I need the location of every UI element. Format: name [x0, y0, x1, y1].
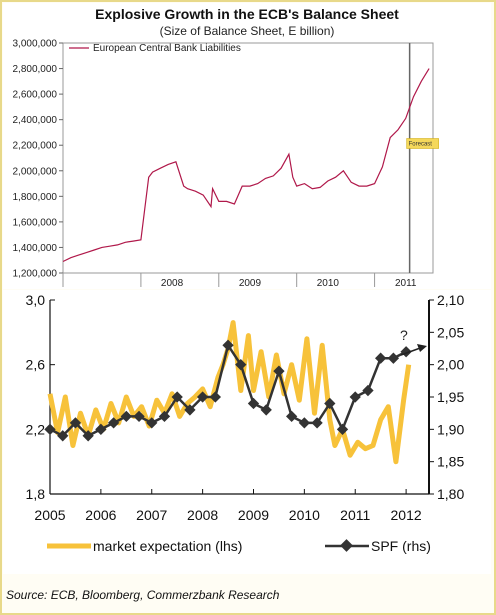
question-arrow-head — [417, 344, 427, 352]
spf-point — [298, 417, 311, 429]
top-legend-label: European Central Bank Liabilities — [93, 43, 241, 54]
top-y-tick-label: 2,200,000 — [13, 141, 58, 152]
left-y-tick-label: 1,8 — [26, 486, 46, 502]
ecb-liabilities-line — [62, 68, 430, 263]
x-tick-label: 2012 — [391, 507, 422, 523]
top-x-tick-label: 2008 — [161, 278, 184, 289]
right-y-tick-label: 1,90 — [437, 421, 464, 437]
legend-market-label: market expectation (lhs) — [93, 538, 242, 554]
x-tick-label: 2007 — [136, 507, 167, 523]
left-y-tick-label: 3,0 — [26, 292, 46, 308]
top-y-tick-label: 2,800,000 — [13, 64, 58, 75]
legend-spf-marker — [340, 539, 353, 552]
source-caption: Source: ECB, Bloomberg, Commerzbank Rese… — [6, 588, 280, 602]
top-y-axis: 1,200,000 1,400,000 1,600,000 1,800,000 2,00… — [13, 39, 63, 280]
top-y-tick-label: 1,800,000 — [13, 192, 58, 203]
right-y-tick-label: 1,95 — [437, 389, 464, 405]
top-x-axis: 2008 2009 2010 2011 — [62, 273, 417, 289]
spf-point — [387, 352, 400, 364]
spf-point — [336, 423, 349, 435]
x-tick-label: 2005 — [34, 507, 65, 523]
spf-point — [57, 430, 69, 442]
spf-point — [311, 417, 323, 429]
bottom-axes: 1,8 2,2 2,6 3,0 1,80 1,85 1,90 1,95 2,00 2,05 2,10… — [26, 292, 465, 523]
top-plot-area — [62, 42, 434, 274]
top-chart-title: Explosive Growth in the ECB's Balance Sh… — [95, 6, 399, 22]
legend-spf-label: SPF (rhs) — [371, 538, 431, 554]
top-x-tick-label: 2010 — [317, 278, 340, 289]
spf-point — [260, 404, 272, 416]
spf-point — [247, 397, 260, 410]
question-annotation: ? — [400, 327, 408, 343]
top-chart-subtitle: (Size of Balance Sheet, E billion) — [159, 24, 335, 38]
spf-point — [285, 410, 298, 423]
spf-point — [146, 417, 158, 429]
x-tick-label: 2011 — [340, 507, 370, 523]
right-y-tick-label: 1,80 — [437, 486, 464, 502]
left-y-tick-label: 2,6 — [26, 357, 46, 373]
right-y-tick-label: 2,00 — [437, 357, 464, 373]
bottom-chart-panel: 1,8 2,2 2,6 3,0 1,80 1,85 1,90 1,95 2,00 2,05 2,10… — [3, 290, 491, 574]
top-chart-svg: 1,200,000 1,400,000 1,600,000 1,800,000 2,00… — [13, 39, 439, 289]
bottom-chart-svg: 1,8 2,2 2,6 3,0 1,80 1,85 1,90 1,95 2,00 2,05 2,10… — [26, 292, 465, 554]
right-y-tick-label: 1,85 — [437, 454, 464, 470]
right-y-tick-label: 2,05 — [437, 324, 464, 340]
x-tick-label: 2006 — [85, 507, 116, 523]
x-tick-label: 2010 — [289, 507, 320, 523]
spf-point — [82, 430, 94, 442]
top-y-tick-label: 1,200,000 — [13, 269, 58, 280]
top-chart-panel: Explosive Growth in the ECB's Balance Sh… — [3, 3, 491, 289]
top-x-tick-label: 2011 — [395, 278, 417, 289]
spf-point — [375, 352, 387, 364]
forecast-label-box — [406, 138, 439, 149]
spf-point — [349, 391, 361, 403]
top-y-tick-label: 1,400,000 — [13, 243, 58, 254]
spf-point — [44, 423, 56, 435]
top-y-tick-label: 3,000,000 — [13, 39, 58, 50]
forecast-label: Forecast — [409, 142, 433, 148]
right-y-tick-label: 2,10 — [437, 292, 464, 308]
top-x-tick-label: 2009 — [239, 278, 262, 289]
x-tick-label: 2008 — [187, 507, 218, 523]
left-y-tick-label: 2,2 — [26, 421, 46, 437]
spf-point — [95, 423, 107, 435]
top-y-tick-label: 2,600,000 — [13, 90, 58, 101]
x-tick-label: 2009 — [238, 507, 269, 523]
top-y-tick-label: 1,600,000 — [13, 217, 58, 228]
spf-point — [362, 384, 374, 397]
top-y-tick-label: 2,400,000 — [13, 115, 58, 126]
top-y-tick-label: 2,000,000 — [13, 166, 58, 177]
market-expectation-line — [47, 320, 412, 465]
spf-point — [184, 404, 196, 416]
